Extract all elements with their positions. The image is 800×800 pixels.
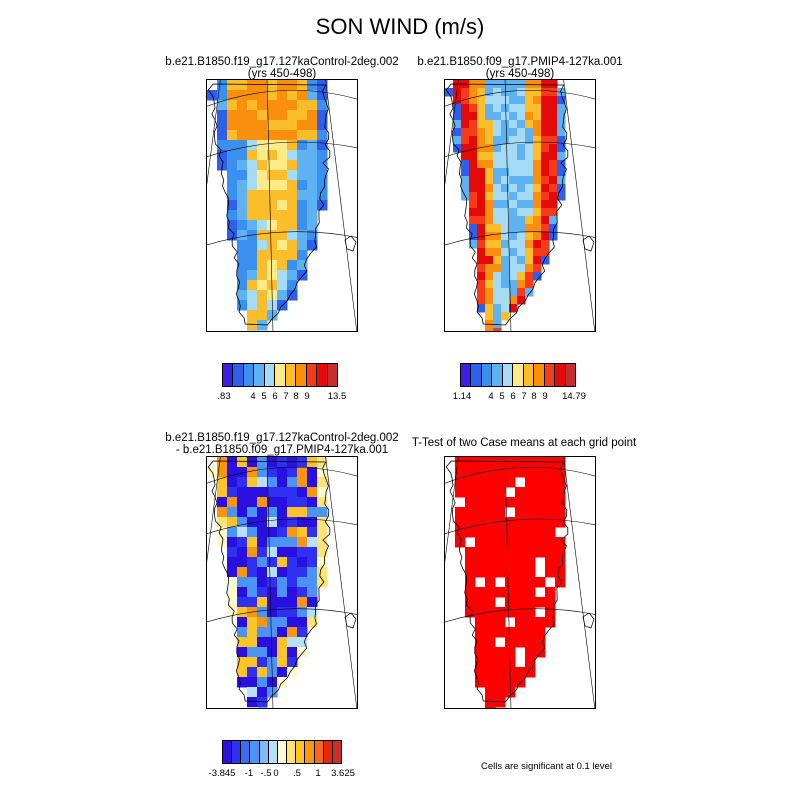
colorbar-swatch: [232, 741, 242, 763]
panel-title-ttest: T-Test of two Case means at each grid po…: [404, 437, 644, 449]
colorbar-swatch: [305, 741, 315, 763]
colorbar-swatch: [275, 364, 286, 386]
colorbar-label: 6: [272, 391, 278, 402]
colorbar-label: 8: [531, 391, 537, 402]
colorbar-swatch: [296, 741, 306, 763]
colorbar-boxes: [222, 363, 338, 387]
colorbar-swatch: [233, 364, 244, 386]
map-panel-difference: [206, 456, 358, 709]
colorbar-label: -.5: [260, 768, 272, 779]
island-outline: [344, 612, 357, 629]
colorbar-swatch: [285, 364, 297, 386]
island-outline: [582, 235, 595, 252]
panel-title-pmip4: b.e21.B1850.f09_g17.PMIP4-127ka.001 (yrs…: [400, 56, 640, 80]
colorbar-swatch: [323, 741, 333, 763]
map-field: [207, 80, 357, 331]
colorbar-swatch: [296, 364, 307, 386]
colorbar-swatch: [327, 364, 337, 386]
field-cells: [207, 457, 328, 708]
colorbar-swatch: [223, 364, 234, 386]
map-field: [445, 457, 595, 708]
colorbar-swatch: [268, 741, 278, 763]
graticule: [445, 80, 595, 331]
panel-title-difference-line2: - b.e21.B1850.f09_g17.PMIP4-127ka.001: [175, 444, 389, 456]
colorbar-swatch: [259, 741, 269, 763]
panel-title-pmip4-line2: (yrs 450-498): [485, 68, 555, 80]
colorbar-swatch: [223, 741, 233, 763]
island-outline: [582, 612, 595, 629]
colorbar-label: -3.845: [208, 768, 236, 779]
colorbar-swatch: [254, 364, 265, 386]
coastline: [207, 460, 331, 703]
colorbar-swatch: [523, 364, 535, 386]
graticule: [207, 457, 357, 708]
colorbar-swatch: [264, 364, 276, 386]
field-cells: [207, 80, 328, 331]
colorbar-swatch: [534, 364, 545, 386]
graticule: [207, 80, 357, 331]
colorbar-swatch: [241, 741, 251, 763]
significance-note: Cells are significant at 0.1 level: [481, 761, 612, 772]
colorbar-label: 0: [273, 768, 279, 779]
panel-title-ttest-line1: T-Test of two Case means at each grid po…: [411, 437, 637, 449]
map-field: [445, 80, 595, 331]
colorbar-label: 7: [283, 391, 289, 402]
panel-title-difference-line1: b.e21.B1850.f19_g17.127kaControl-2deg.00…: [165, 432, 399, 444]
colorbar-label: 3.625: [331, 768, 355, 779]
colorbar-label: 14.79: [562, 391, 586, 402]
colorbar-swatch: [277, 741, 288, 763]
coastline: [207, 83, 331, 326]
graticule: [445, 457, 595, 708]
colorbar-swatch: [250, 741, 260, 763]
colorbar-label: 5: [499, 391, 505, 402]
colorbar-label: .83: [217, 391, 231, 402]
colorbar-swatch: [492, 364, 503, 386]
colorbar-label: 1: [315, 768, 321, 779]
coastline: [445, 83, 569, 326]
colorbar-swatch: [555, 364, 566, 386]
map-field: [207, 457, 357, 708]
colorbar-boxes: [460, 363, 576, 387]
colorbar-label: 9: [304, 391, 310, 402]
panel-title-difference: b.e21.B1850.f19_g17.127kaControl-2deg.00…: [162, 432, 402, 456]
colorbar-label: 9: [542, 391, 548, 402]
colorbar-label: .5: [293, 768, 301, 779]
colorbar-label: 8: [293, 391, 299, 402]
colorbar-label: 6: [510, 391, 516, 402]
colorbar-swatch: [544, 364, 556, 386]
map-panel-control: [206, 79, 358, 332]
colorbar-swatch: [471, 364, 482, 386]
colorbar-swatch: [287, 741, 297, 763]
colorbar-label: 1.14: [452, 391, 472, 402]
panel-title-pmip4-line1: b.e21.B1850.f09_g17.PMIP4-127ka.001: [417, 56, 623, 68]
panel-title-control-line1: b.e21.B1850.f19_g17.127kaControl-2deg.00…: [165, 56, 399, 68]
colorbar-label: 13.5: [327, 391, 347, 402]
colorbar-label: 5: [261, 391, 267, 402]
colorbar-swatch: [461, 364, 472, 386]
colorbar-swatch: [565, 364, 575, 386]
colorbar-swatch: [513, 364, 524, 386]
page-title: SON WIND (m/s): [315, 14, 485, 39]
colorbar-swatch: [481, 364, 493, 386]
field-cells: [445, 80, 566, 331]
coastline: [445, 460, 569, 703]
colorbar-swatch: [502, 364, 514, 386]
island-outline: [344, 235, 357, 252]
colorbar-swatch: [314, 741, 324, 763]
colorbar-swatch: [243, 364, 255, 386]
map-panel-ttest: [444, 456, 596, 709]
colorbar-swatch: [317, 364, 328, 386]
colorbar-boxes: [222, 740, 342, 764]
colorbar-label: 7: [521, 391, 527, 402]
colorbar-label: 4: [488, 391, 494, 402]
colorbar-swatch: [332, 741, 342, 763]
panel-title-control-line2: (yrs 450-498): [247, 68, 317, 80]
colorbar-label: -1: [244, 768, 254, 779]
panel-title-control: b.e21.B1850.f19_g17.127kaControl-2deg.00…: [162, 56, 402, 80]
colorbar-swatch: [306, 364, 318, 386]
colorbar-label: 4: [250, 391, 256, 402]
map-panel-pmip4: [444, 79, 596, 332]
